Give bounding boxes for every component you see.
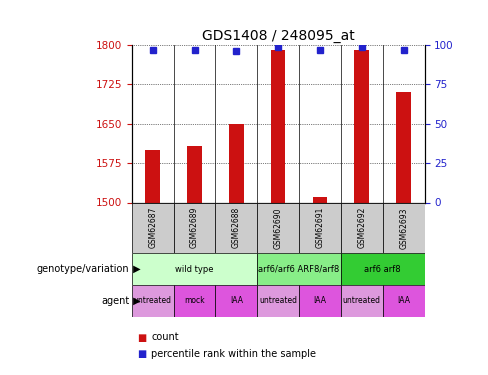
Text: ▶: ▶ <box>130 296 141 306</box>
Text: GSM62692: GSM62692 <box>357 207 366 249</box>
Text: GSM62690: GSM62690 <box>274 207 283 249</box>
Text: GSM62687: GSM62687 <box>148 207 157 249</box>
Text: IAA: IAA <box>230 296 243 305</box>
Bar <box>174 285 215 317</box>
Text: ■: ■ <box>137 350 146 359</box>
Bar <box>132 253 257 285</box>
Bar <box>257 253 341 285</box>
Title: GDS1408 / 248095_at: GDS1408 / 248095_at <box>202 28 355 43</box>
Bar <box>341 202 383 253</box>
Text: mock: mock <box>184 296 205 305</box>
Bar <box>229 124 244 202</box>
Text: GSM62689: GSM62689 <box>190 207 199 249</box>
Bar <box>132 285 174 317</box>
Text: count: count <box>151 333 179 342</box>
Bar <box>299 202 341 253</box>
Bar <box>341 253 425 285</box>
Bar <box>396 92 411 202</box>
Text: genotype/variation: genotype/variation <box>37 264 129 274</box>
Text: untreated: untreated <box>343 296 381 305</box>
Text: percentile rank within the sample: percentile rank within the sample <box>151 350 316 359</box>
Bar <box>187 146 202 202</box>
Text: arf6/arf6 ARF8/arf8: arf6/arf6 ARF8/arf8 <box>259 265 340 274</box>
Bar <box>383 202 425 253</box>
Text: wild type: wild type <box>175 265 214 274</box>
Text: untreated: untreated <box>134 296 172 305</box>
Bar <box>299 285 341 317</box>
Bar <box>132 202 174 253</box>
Text: GSM62693: GSM62693 <box>399 207 408 249</box>
Bar <box>145 150 160 202</box>
Text: agent: agent <box>101 296 129 306</box>
Text: GSM62691: GSM62691 <box>315 207 325 249</box>
Text: IAA: IAA <box>397 296 410 305</box>
Text: IAA: IAA <box>313 296 326 305</box>
Bar <box>313 197 327 202</box>
Bar <box>257 202 299 253</box>
Bar <box>257 285 299 317</box>
Bar <box>271 50 285 202</box>
Text: GSM62688: GSM62688 <box>232 207 241 249</box>
Text: untreated: untreated <box>259 296 297 305</box>
Text: ■: ■ <box>137 333 146 342</box>
Bar <box>215 202 257 253</box>
Bar <box>215 285 257 317</box>
Text: ▶: ▶ <box>130 264 141 274</box>
Text: arf6 arf8: arf6 arf8 <box>365 265 401 274</box>
Bar <box>383 285 425 317</box>
Bar <box>174 202 215 253</box>
Bar <box>354 50 369 202</box>
Bar <box>341 285 383 317</box>
